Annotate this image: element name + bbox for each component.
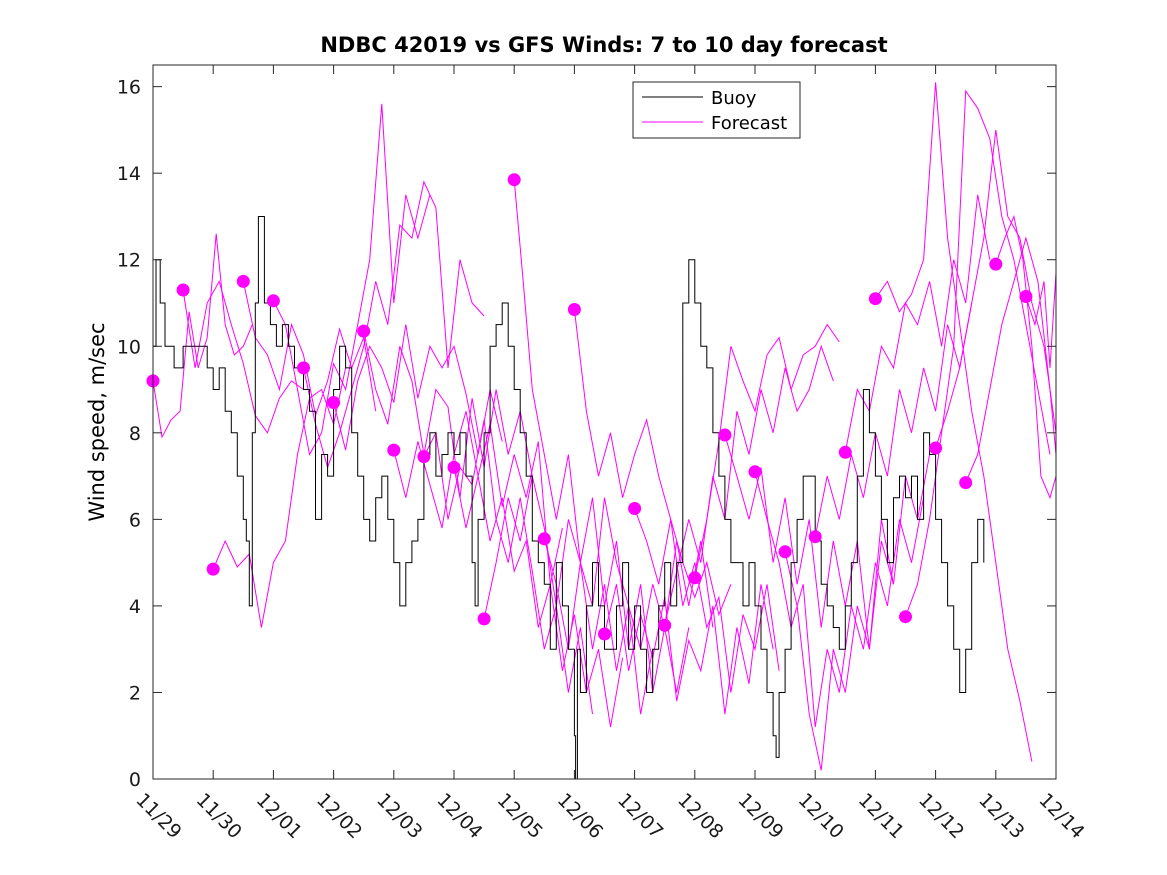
forecast-marker [718, 428, 732, 442]
forecast-marker [658, 618, 672, 632]
forecast-trace [212, 367, 347, 628]
y-tick-label: 16 [117, 77, 141, 99]
forecast-marker [989, 257, 1003, 271]
forecast-trace [483, 475, 654, 715]
forecast-trace [664, 344, 834, 626]
y-tick-label: 12 [117, 250, 141, 272]
forecast-trace [965, 236, 1057, 483]
forecast-trace [1025, 272, 1057, 368]
forecast-marker [417, 450, 431, 464]
legend: Buoy Forecast [632, 81, 801, 139]
forecast-trace [754, 471, 925, 728]
forecast-marker [206, 562, 220, 576]
forecast-marker [297, 361, 310, 375]
y-tick-label: 10 [117, 336, 141, 358]
forecast-trace [814, 302, 973, 537]
forecast-marker [688, 571, 702, 585]
forecast-marker [357, 324, 371, 338]
buoy-series [153, 216, 985, 780]
y-tick-label: 2 [129, 682, 141, 704]
buoy-line [153, 216, 985, 780]
forecast-trace [573, 309, 732, 617]
forecast-marker [838, 445, 852, 459]
forecast-trace [152, 233, 253, 439]
y-axis: 0 2 4 6 8 10 12 14 16 [117, 77, 1056, 791]
forecast-trace [634, 508, 780, 693]
chart-title: NDBC 42019 vs GFS Winds: 7 to 10 day for… [320, 33, 887, 57]
forecast-marker [959, 476, 973, 490]
forecast-marker [537, 532, 551, 546]
y-tick-label: 14 [117, 163, 141, 185]
plot-frame [152, 64, 1057, 780]
forecast-trace [363, 330, 533, 498]
y-tick-label: 0 [129, 769, 141, 791]
forecast-marker [236, 274, 250, 288]
forecast-marker [1019, 290, 1033, 303]
forecast-marker [507, 173, 521, 187]
forecast-trace [453, 467, 624, 728]
forecast-marker [808, 530, 822, 544]
forecast-marker [628, 502, 642, 515]
forecast-marker [748, 465, 762, 479]
forecast-marker [477, 612, 491, 626]
forecast-marker [598, 627, 611, 641]
forecast-trace [242, 281, 377, 418]
y-tick-label: 8 [129, 423, 141, 445]
legend-box [632, 81, 801, 139]
forecast-trace [905, 89, 1051, 617]
legend-buoy-label: Buoy [711, 88, 757, 109]
forecast-trace [604, 584, 774, 715]
forecast-trace [182, 280, 304, 434]
forecast-marker [387, 443, 401, 457]
plot-area [153, 65, 1056, 779]
y-tick-label: 6 [129, 509, 141, 531]
forecast-marker [868, 292, 882, 306]
forecast-trace [333, 324, 503, 455]
legend-forecast-label: Forecast [711, 113, 787, 134]
forecast-marker [176, 283, 190, 297]
forecast-trace [272, 103, 431, 456]
forecast-marker [327, 396, 341, 409]
forecast-markers [146, 173, 1033, 641]
forecast-marker [567, 303, 581, 316]
forecast-marker [899, 610, 912, 624]
y-axis-label: Wind speed, m/sec [85, 322, 109, 521]
forecast-marker [778, 545, 792, 559]
forecast-trace [724, 434, 894, 650]
forecast-marker [929, 441, 943, 455]
forecast-marker [447, 460, 461, 474]
y-tick-label: 4 [129, 596, 141, 618]
forecast-trace [995, 214, 1057, 500]
forecast-marker [266, 294, 280, 308]
forecast-trace [874, 82, 1033, 762]
